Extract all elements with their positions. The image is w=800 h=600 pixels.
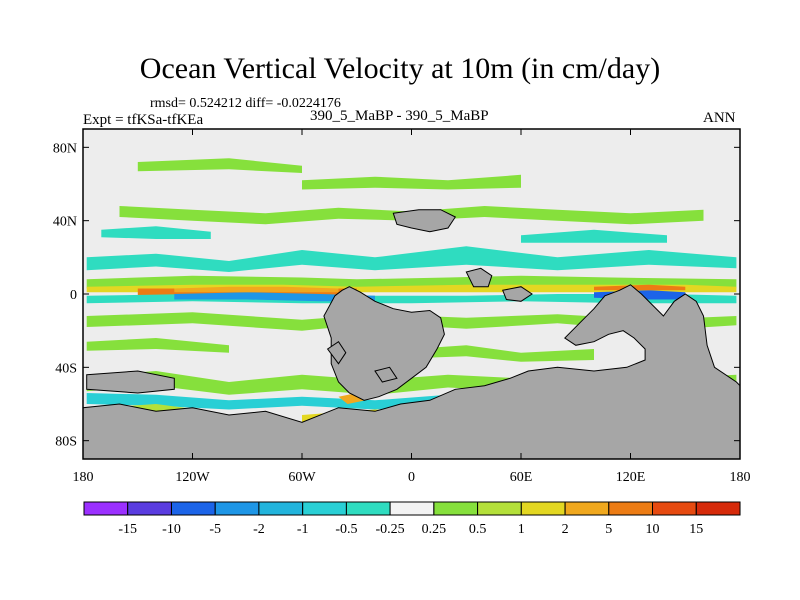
continent-landmass bbox=[323, 286, 445, 401]
small-island bbox=[502, 286, 533, 302]
small-island bbox=[465, 267, 493, 288]
y-tick-label: 40N bbox=[53, 215, 77, 230]
colorbar-swatch bbox=[127, 501, 172, 516]
southern-landmass bbox=[82, 284, 741, 460]
colorbar-label: -0.5 bbox=[335, 522, 357, 537]
colorbar-swatch bbox=[433, 501, 479, 516]
colorbar-label: -10 bbox=[162, 522, 181, 537]
colorbar-swatch bbox=[214, 501, 260, 516]
x-tick-label: 120W bbox=[175, 470, 210, 485]
experiment-label: Expt = tfKSa-tfKEa bbox=[83, 112, 204, 128]
small-island bbox=[374, 366, 398, 383]
velocity-patch bbox=[302, 174, 521, 190]
velocity-patch bbox=[86, 338, 229, 353]
southern-land-lobe bbox=[86, 370, 175, 394]
map-axes: 180 120W 60W 0 60E 120E 180 80N 40N 0 40S 80S bbox=[53, 129, 751, 485]
colorbar-label: 10 bbox=[646, 522, 660, 537]
colorbar-swatch bbox=[695, 501, 741, 516]
colorbar: -15 -10 -5 -2 -1 -0.5 -0.25 0.25 0.5 1 2 5 10 15 bbox=[83, 501, 741, 537]
colorbar-swatch bbox=[608, 501, 654, 516]
velocity-patch bbox=[174, 292, 375, 302]
velocity-patch bbox=[101, 226, 211, 239]
colorbar-label: -15 bbox=[118, 522, 137, 537]
northern-island bbox=[392, 209, 457, 233]
y-tick-label: 40S bbox=[55, 361, 77, 376]
small-island bbox=[326, 341, 347, 365]
colorbar-swatch bbox=[83, 501, 129, 516]
colorbar-label: 15 bbox=[689, 522, 703, 537]
case-label: 390_5_MaBP - 390_5_MaBP bbox=[310, 108, 489, 124]
colorbar-label: -5 bbox=[209, 522, 221, 537]
colorbar-swatch bbox=[477, 501, 522, 516]
colorbar-swatch bbox=[258, 501, 304, 516]
colorbar-swatch bbox=[520, 501, 566, 516]
colorbar-swatch bbox=[302, 501, 347, 516]
season-label: ANN bbox=[703, 110, 736, 126]
y-tick-label: 80S bbox=[55, 435, 77, 450]
colorbar-label: 5 bbox=[605, 522, 612, 537]
x-tick-label: 60W bbox=[288, 470, 316, 485]
chart-title: Ocean Vertical Velocity at 10m (in cm/da… bbox=[139, 52, 661, 85]
colorbar-label: -2 bbox=[253, 522, 265, 537]
x-tick-label: 120E bbox=[616, 470, 646, 485]
y-tick-label: 80N bbox=[53, 141, 77, 156]
colorbar-swatch bbox=[652, 501, 697, 516]
colorbar-swatch bbox=[345, 501, 391, 516]
colorbar-label: 0.25 bbox=[422, 522, 447, 537]
velocity-patch bbox=[86, 246, 737, 272]
velocity-patch bbox=[137, 158, 302, 173]
x-tick-label: 0 bbox=[408, 470, 415, 485]
colorbar-label: -1 bbox=[297, 522, 309, 537]
velocity-patch bbox=[594, 284, 686, 291]
colorbar-label: -0.25 bbox=[376, 522, 405, 537]
colorbar-label: 1 bbox=[518, 522, 525, 537]
colorbar-label: 2 bbox=[562, 522, 569, 537]
y-tick-label: 0 bbox=[70, 288, 77, 303]
x-tick-label: 180 bbox=[730, 470, 751, 485]
colorbar-swatch bbox=[564, 501, 610, 516]
colorbar-label: 0.5 bbox=[469, 522, 487, 537]
stats-label: rmsd= 0.524212 diff= -0.0224176 bbox=[150, 96, 341, 111]
velocity-patch bbox=[521, 229, 667, 243]
land-mask bbox=[82, 209, 741, 460]
x-tick-label: 180 bbox=[73, 470, 94, 485]
velocity-patch bbox=[411, 345, 594, 362]
colorbar-swatch bbox=[171, 501, 216, 516]
x-tick-label: 60E bbox=[510, 470, 533, 485]
map-area bbox=[82, 128, 741, 460]
velocity-patch bbox=[174, 286, 339, 293]
colorbar-swatch bbox=[389, 501, 435, 516]
